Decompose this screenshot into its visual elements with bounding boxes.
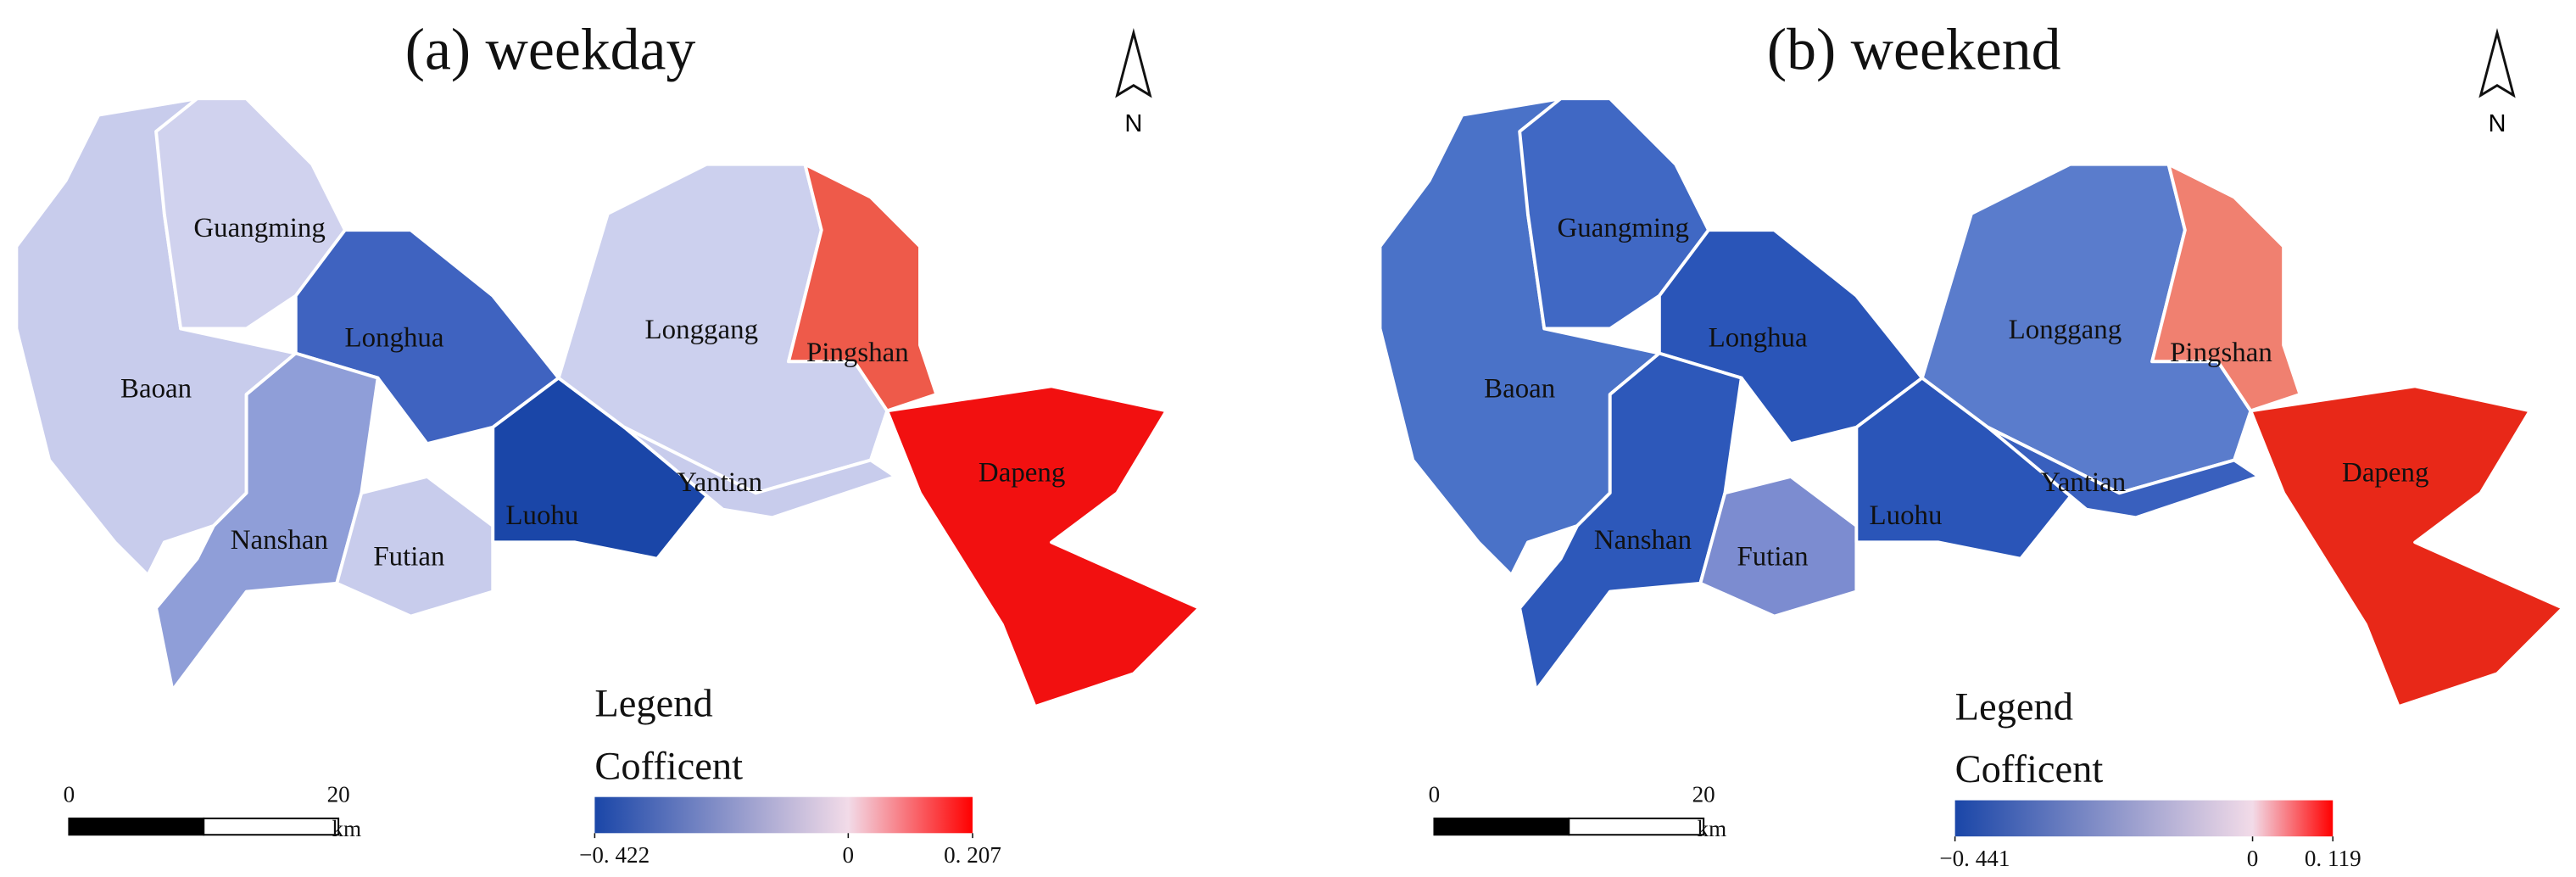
district-label: Futian [373, 541, 444, 572]
scale-tick-label: 0 [1429, 781, 1441, 807]
north-label: N [2489, 110, 2506, 137]
panel-title: (a) weekday [405, 17, 696, 82]
colorbar [1954, 800, 2333, 837]
district-label: Dapeng [979, 457, 1065, 488]
district-label: Yantian [2040, 467, 2126, 498]
scale-tick-label: 20 [1692, 781, 1715, 807]
scale-tick-label: 20 [327, 781, 350, 807]
scale-bar-white [1568, 817, 1705, 836]
colorbar-tick-label: 0. 119 [2305, 846, 2361, 871]
legend-subtitle: Cofficent [594, 745, 743, 788]
district-area [1986, 425, 2261, 520]
district-label: Pingshan [806, 338, 909, 368]
scale-bar-white [203, 817, 340, 836]
scale-unit: km [1698, 816, 1727, 841]
scale-unit: km [332, 816, 361, 841]
legend-subtitle: Cofficent [1955, 748, 2104, 791]
colorbar-tick-label: 0 [2247, 846, 2259, 871]
legend-title: Legend [594, 683, 712, 726]
scale-tick-label: 0 [64, 781, 75, 807]
district-label: Baoan [120, 374, 192, 405]
scale-bar-black [68, 817, 205, 836]
district-area [335, 474, 495, 618]
district-label: Futian [1737, 541, 1808, 572]
map [1378, 97, 2565, 709]
district-label: Yantian [677, 467, 762, 498]
map [14, 97, 1202, 709]
district-area [1518, 351, 1743, 692]
colorbar-tick-label: 0. 207 [944, 842, 1001, 868]
scale-bar-black [1433, 817, 1570, 836]
district-label: Nanshan [231, 525, 328, 556]
district-area [1698, 474, 1859, 618]
district-label: Longhua [1709, 323, 1808, 354]
panel: (b) weekend Guangming Longhua Baoan Nans… [1378, 17, 2565, 871]
panel: (a) weekday Guangming Longhua Baoan Nans… [14, 17, 1202, 868]
district-area [2249, 384, 2565, 709]
panel-title: (b) weekend [1767, 17, 2061, 82]
district-label: Dapeng [2342, 457, 2428, 488]
north-arrow: N [1115, 28, 1152, 137]
district-area [787, 162, 939, 413]
colorbar-tick-label: 0 [843, 842, 855, 868]
district-label: Guangming [1558, 213, 1689, 243]
district-label: Longgang [2009, 315, 2122, 345]
district-label: Luohu [1870, 500, 1943, 531]
legend-title: Legend [1955, 686, 2073, 729]
district-label: Longhua [344, 323, 443, 354]
district-area [2150, 162, 2302, 413]
district-label: Baoan [1484, 374, 1555, 405]
district-label: Nanshan [1594, 525, 1692, 556]
district-area [622, 425, 897, 520]
district-label: Guangming [193, 213, 325, 243]
district-label: Pingshan [2170, 338, 2272, 368]
district-label: Longgang [645, 315, 759, 345]
colorbar-tick-label: −0. 441 [1939, 846, 2010, 871]
district-area [885, 384, 1202, 709]
north-arrow: N [2478, 28, 2516, 137]
district-label: Luohu [505, 500, 578, 531]
district-area [154, 351, 380, 692]
colorbar [594, 796, 973, 834]
colorbar-tick-label: −0. 422 [579, 842, 650, 868]
north-label: N [1124, 110, 1142, 137]
